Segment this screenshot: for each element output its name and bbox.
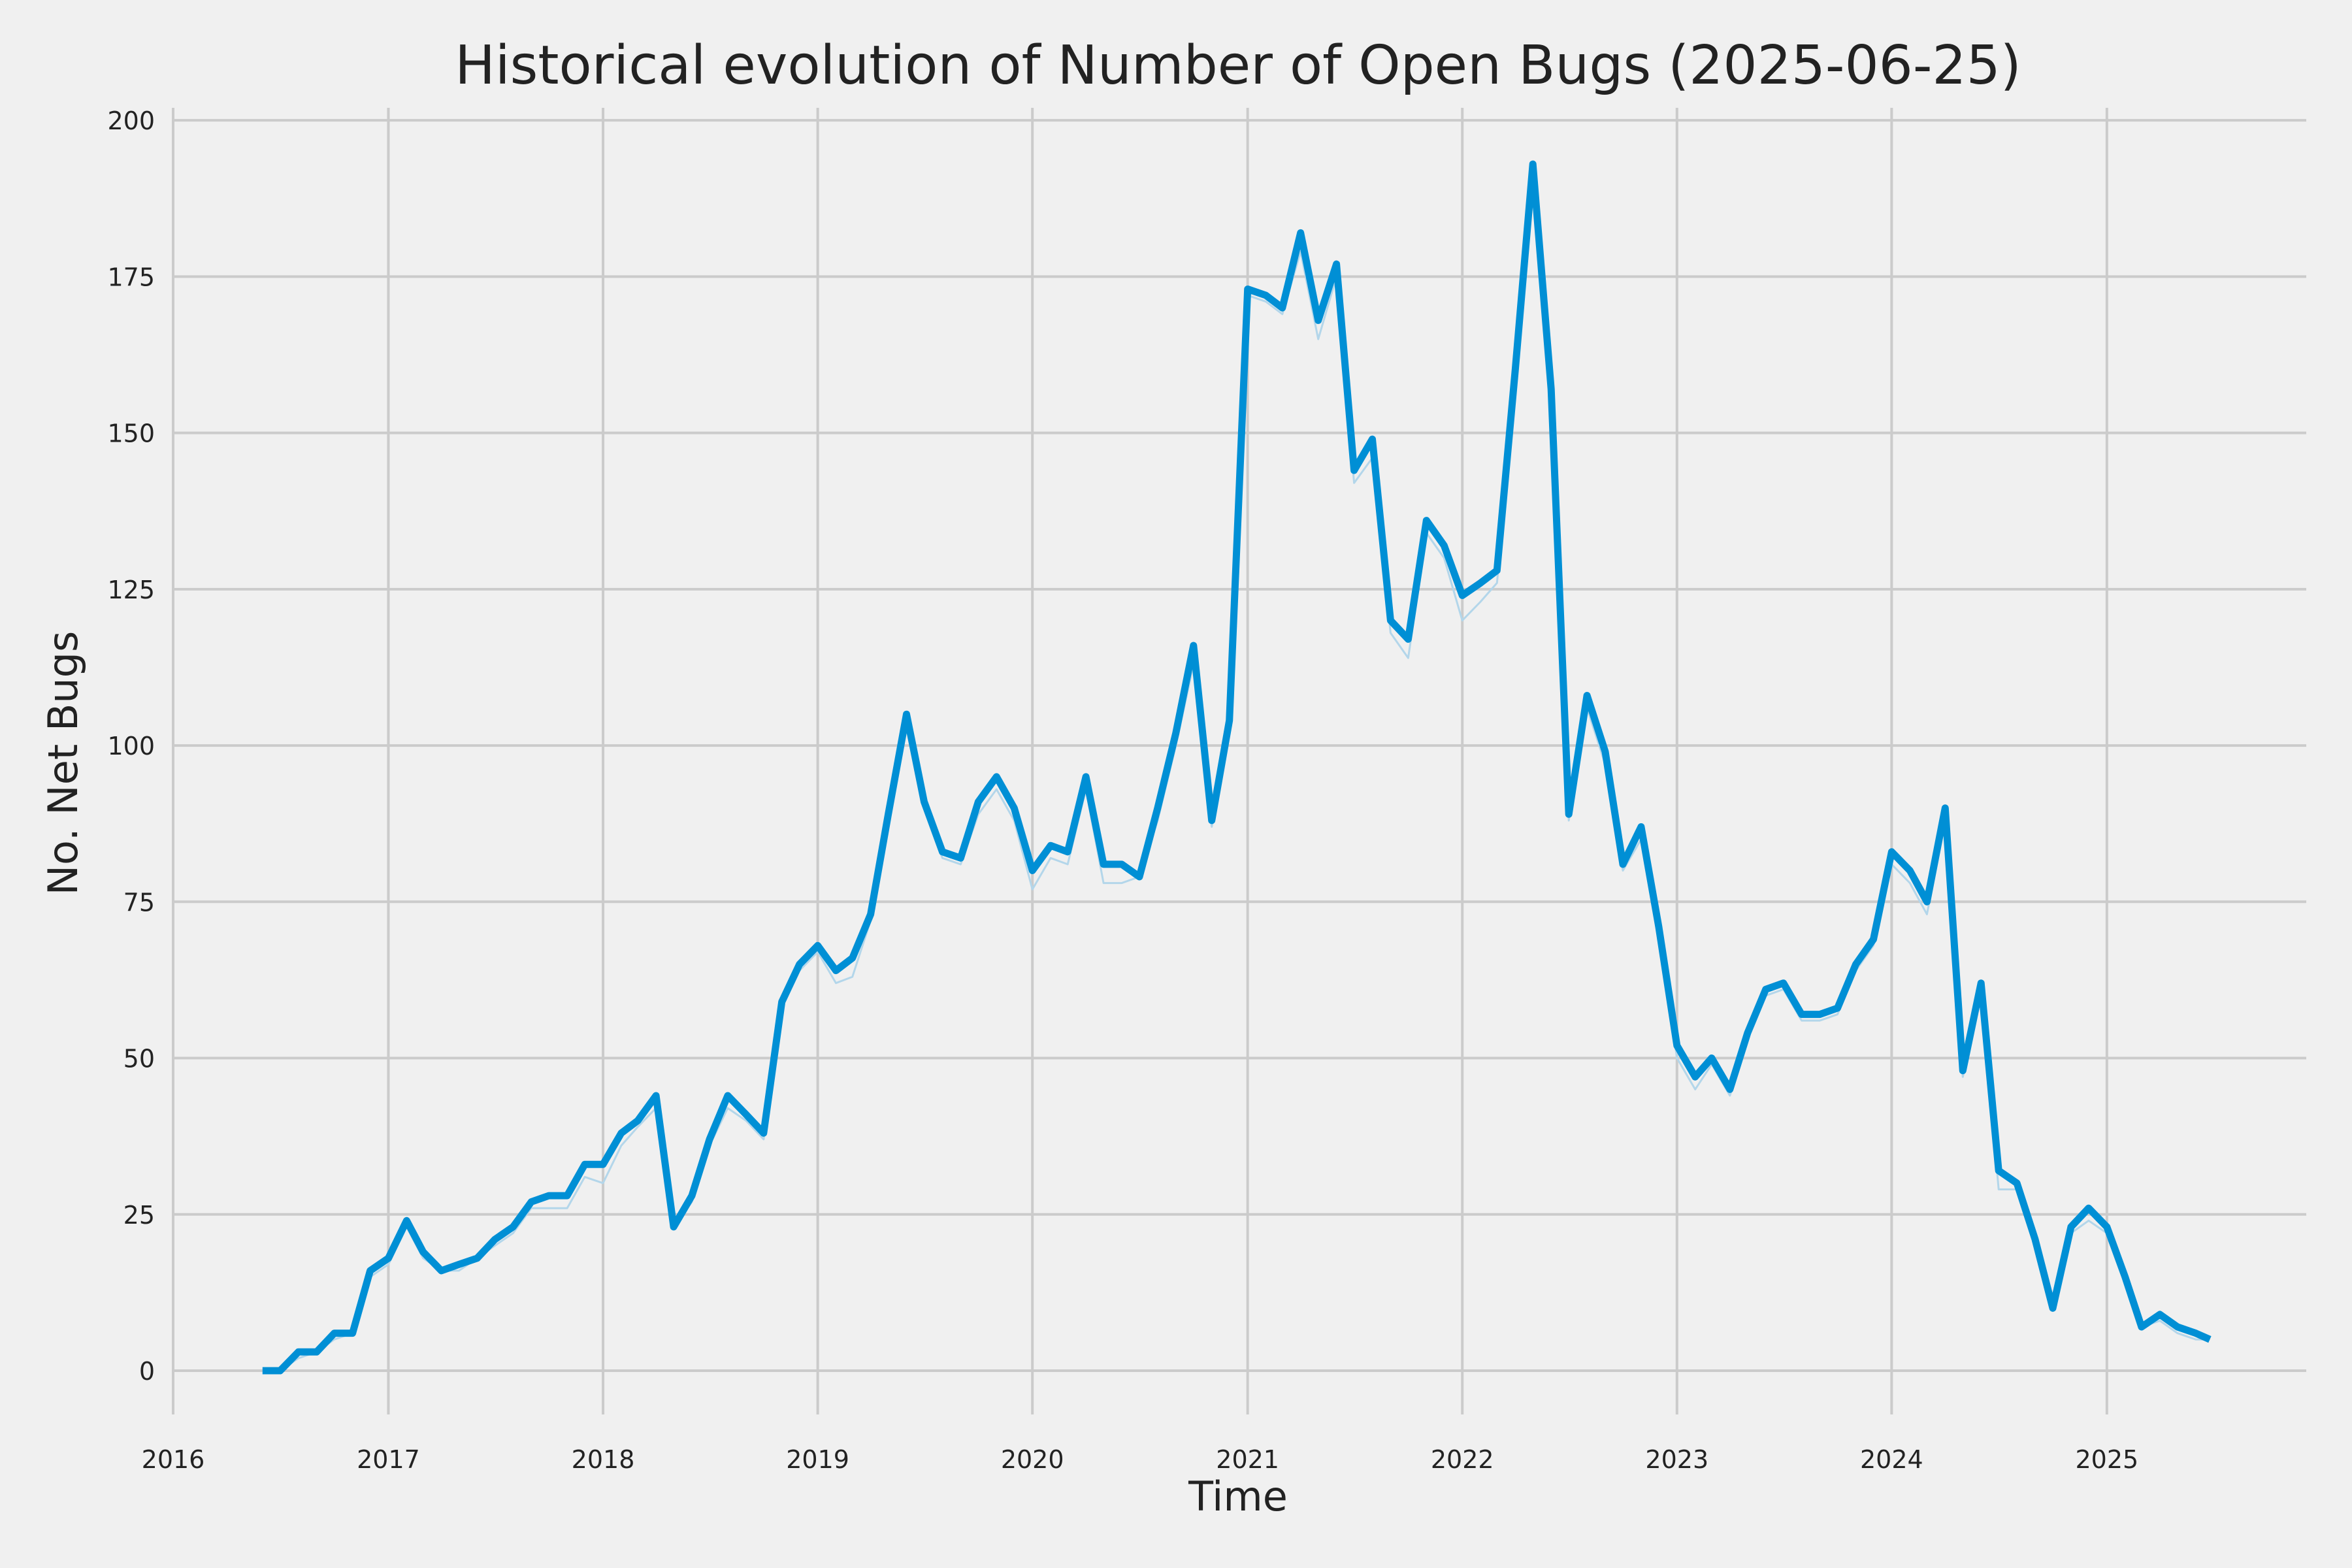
y-axis-title: No. Net Bugs: [39, 631, 87, 896]
y-tick-label-0: 0: [139, 1357, 155, 1386]
x-tick-label-2023: 2023: [1645, 1445, 1708, 1474]
x-axis-title: Time: [1188, 1473, 1288, 1520]
series-lines: [262, 160, 2212, 1375]
y-tick-label-200: 200: [107, 106, 155, 135]
x-tick-label-2018: 2018: [572, 1445, 635, 1474]
x-tick-label-2020: 2020: [1001, 1445, 1064, 1474]
y-gridlines: [173, 119, 2306, 1373]
y-tick-label-25: 25: [123, 1201, 155, 1230]
x-tick-label-2017: 2017: [357, 1445, 420, 1474]
x-tick-labels: 2016 2017 2018 2019 2020 2021 2022 2023 2024 2025: [142, 1445, 2139, 1474]
x-tick-label-2021: 2021: [1216, 1445, 1279, 1474]
y-tick-label-150: 150: [107, 419, 155, 448]
x-tick-label-2016: 2016: [142, 1445, 205, 1474]
y-tick-label-175: 175: [107, 263, 155, 291]
y-tick-labels: 0 25 50 75 100 125 150 175 200: [107, 106, 155, 1386]
x-tick-label-2022: 2022: [1431, 1445, 1494, 1474]
x-tick-label-2024: 2024: [1860, 1445, 1923, 1474]
x-tick-label-2025: 2025: [2075, 1445, 2138, 1474]
x-gridlines: [172, 108, 2108, 1414]
y-tick-label-50: 50: [123, 1045, 155, 1073]
chart-title: Historical evolution of Number of Open B…: [455, 35, 2021, 97]
y-tick-label-75: 75: [123, 888, 155, 917]
y-tick-label-100: 100: [107, 732, 155, 760]
y-tick-label-125: 125: [107, 576, 155, 604]
open-bugs-line: [262, 160, 2212, 1375]
x-tick-label-2019: 2019: [786, 1445, 849, 1474]
